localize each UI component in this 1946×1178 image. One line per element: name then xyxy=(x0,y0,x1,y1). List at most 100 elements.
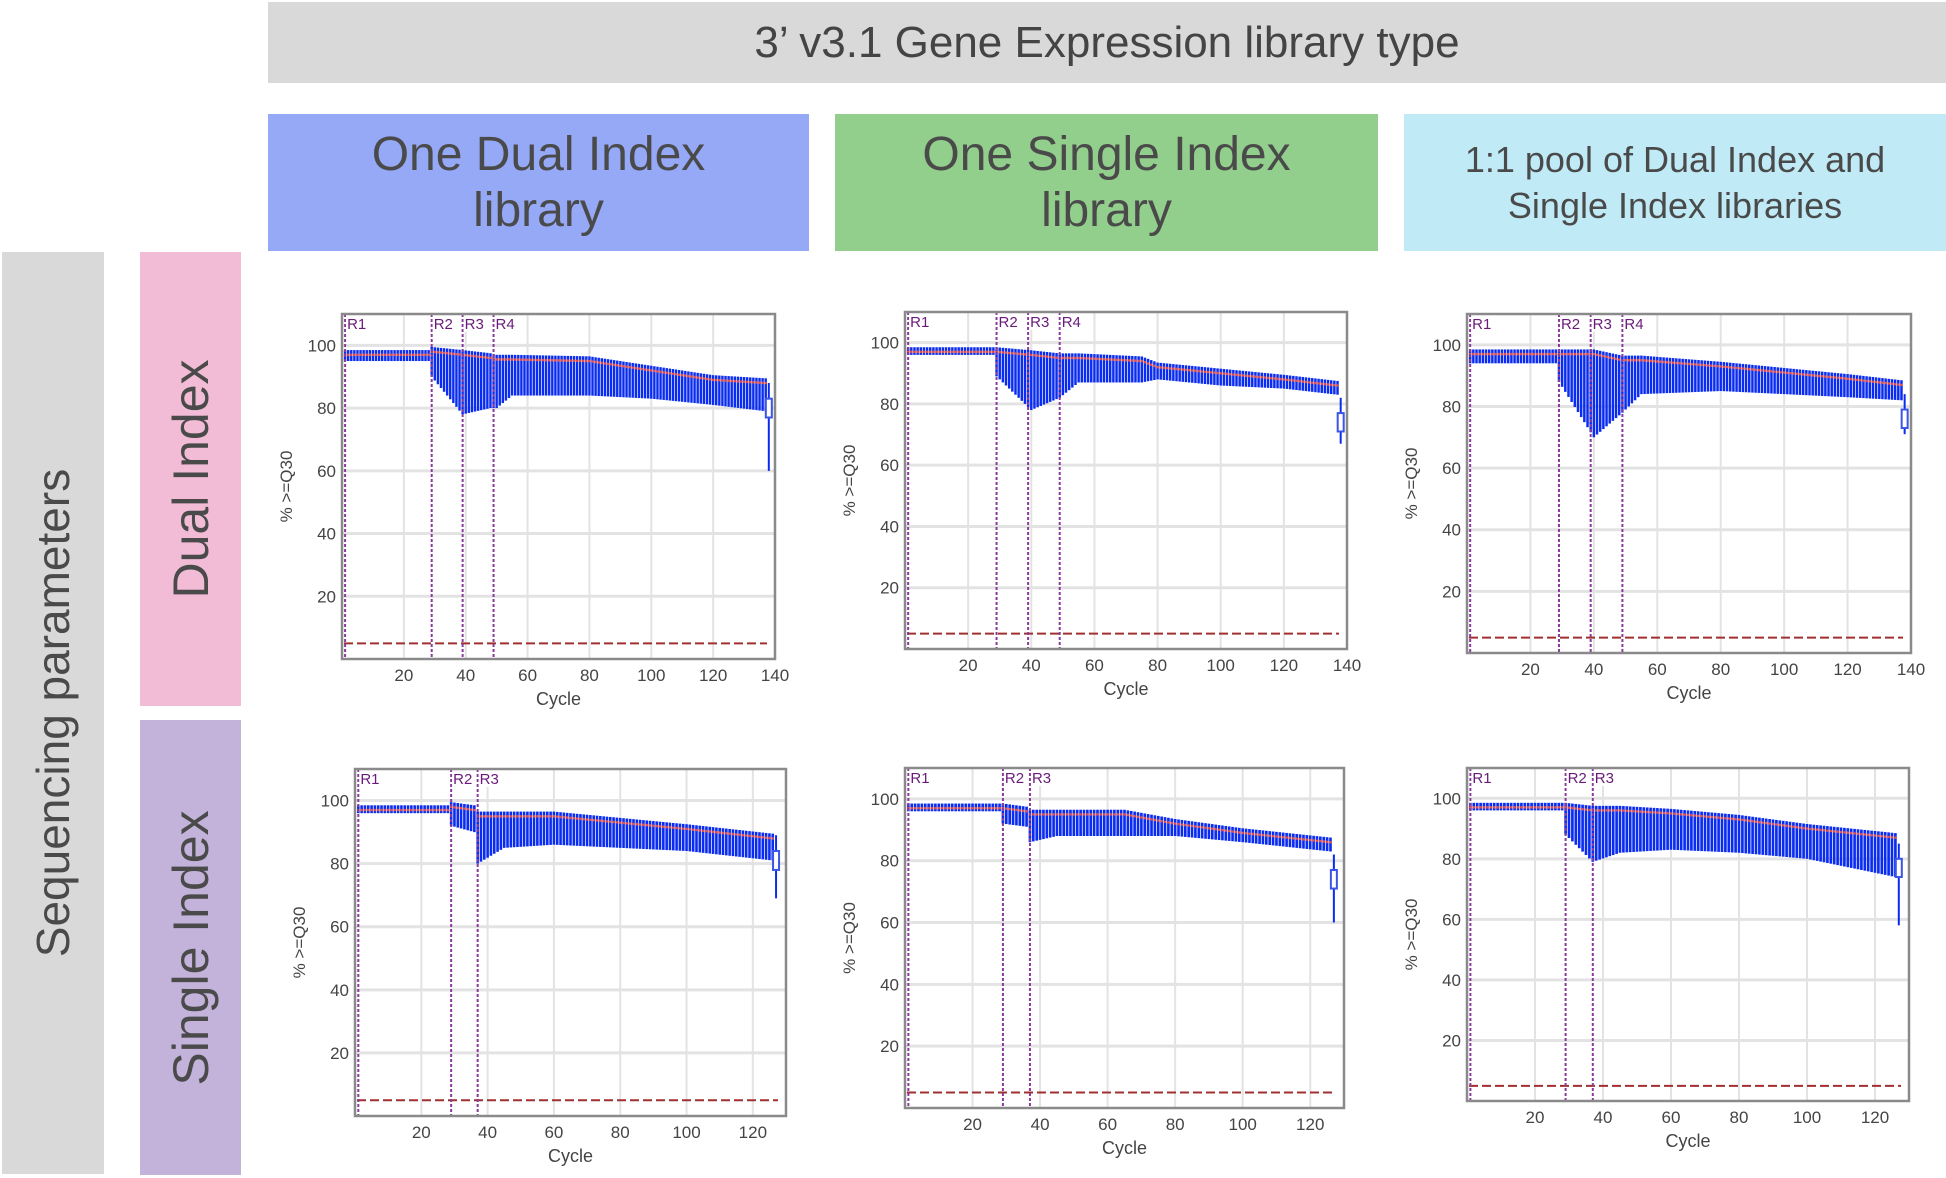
cycle-median xyxy=(473,354,477,358)
cycle-median xyxy=(1671,361,1675,364)
cycle-box xyxy=(582,356,585,396)
cycle-median xyxy=(988,806,991,810)
cycle-median xyxy=(1042,813,1045,816)
cycle-box xyxy=(655,821,658,850)
cycle-median xyxy=(957,806,961,810)
cycle-median xyxy=(668,826,672,829)
cycle-median xyxy=(1576,352,1580,356)
cycle-box xyxy=(529,355,532,396)
cycle-median xyxy=(1744,819,1748,822)
cycle-median xyxy=(1295,837,1299,840)
y-tick-label: 80 xyxy=(880,852,899,871)
cycle-median xyxy=(668,371,672,375)
cycle-median xyxy=(1093,357,1096,361)
cycle-median xyxy=(970,350,973,354)
cycle-median xyxy=(483,815,486,818)
cycle-box xyxy=(1865,376,1868,399)
cycle-median xyxy=(739,380,743,383)
cycle-median xyxy=(1773,370,1776,373)
cycle-box xyxy=(741,830,745,858)
cycle-box xyxy=(466,804,470,831)
cycle-box xyxy=(1883,832,1887,875)
cycle-median xyxy=(1868,379,1872,383)
x-tick-label: 40 xyxy=(456,666,475,685)
cycle-median xyxy=(1118,358,1121,362)
cycle-median xyxy=(1071,356,1074,360)
cycle-box xyxy=(495,354,498,409)
cycle-median xyxy=(699,376,703,380)
y-tick-label: 100 xyxy=(321,792,349,811)
cycle-box xyxy=(599,816,602,847)
cycle-median xyxy=(1319,839,1322,843)
cycle-median xyxy=(377,353,381,357)
cycle-median xyxy=(1119,813,1123,816)
cycle-median xyxy=(1271,834,1275,838)
cycle-box xyxy=(749,377,752,410)
cycle-median xyxy=(1877,834,1880,838)
cycle-median xyxy=(1673,812,1676,816)
cycle-box xyxy=(1814,371,1818,396)
cycle-median xyxy=(1642,810,1646,814)
cycle-median xyxy=(1614,357,1618,361)
cycle-box xyxy=(1271,831,1275,846)
cycle-median xyxy=(555,815,559,818)
x-tick-label: 60 xyxy=(1085,656,1104,675)
cycle-median xyxy=(1209,371,1213,374)
cycle-median xyxy=(538,358,542,362)
cycle-box xyxy=(688,824,692,852)
cycle-box xyxy=(1792,822,1795,858)
cycle-median xyxy=(612,820,615,824)
cycle-median xyxy=(542,815,546,818)
cycle-median xyxy=(1557,806,1561,809)
cycle-box xyxy=(725,828,728,856)
cycle-median xyxy=(492,815,496,818)
cycle-box xyxy=(1747,816,1751,854)
x-axis-label: Cycle xyxy=(1102,1138,1147,1158)
cycle-median xyxy=(536,815,539,818)
region-label-bg xyxy=(1060,313,1083,330)
cycle-box xyxy=(1092,809,1096,836)
cycle-box xyxy=(1614,354,1618,419)
cycle-median xyxy=(730,379,733,383)
cycle-median xyxy=(1676,812,1680,816)
y-tick-label: 60 xyxy=(317,462,336,481)
cycle-box xyxy=(1083,353,1087,383)
cycle-box xyxy=(685,824,688,852)
cycle-median xyxy=(393,353,396,357)
cycle-box xyxy=(1206,367,1210,385)
cycle-median xyxy=(572,816,576,820)
region-label-bg xyxy=(432,315,455,332)
cycle-box xyxy=(761,378,764,411)
cycle-median xyxy=(937,806,941,810)
cycle-box xyxy=(1868,376,1872,399)
cycle-box xyxy=(659,367,662,400)
cycle-median xyxy=(387,353,390,357)
cycle-median xyxy=(684,374,687,377)
cycle-box xyxy=(1254,829,1258,844)
cycle-box xyxy=(602,816,605,848)
cycle-box xyxy=(449,802,453,826)
cycle-box xyxy=(1200,822,1204,839)
cycle-median xyxy=(1652,359,1656,363)
cycle-median xyxy=(1231,830,1234,833)
cycle-median xyxy=(1681,362,1684,365)
cycle-median xyxy=(979,350,983,354)
x-tick-label: 100 xyxy=(672,1123,700,1142)
cycle-box xyxy=(1061,353,1065,396)
y-tick-label: 60 xyxy=(880,914,899,933)
y-tick-label: 80 xyxy=(880,395,899,414)
cycle-box xyxy=(678,823,682,851)
cycle-median xyxy=(1668,361,1672,364)
cycle-median xyxy=(1782,371,1786,374)
cycle-median xyxy=(758,835,761,839)
cycle-box xyxy=(1105,354,1109,383)
cycle-median xyxy=(974,806,978,810)
cycle-median xyxy=(363,808,367,812)
cycle-median xyxy=(1200,826,1204,829)
cycle-box xyxy=(1326,379,1330,394)
cycle-box xyxy=(1598,805,1601,860)
cycle-median xyxy=(665,371,669,375)
cycle-median xyxy=(1547,806,1550,809)
region-label-bg xyxy=(452,770,475,787)
cycle-box xyxy=(1062,809,1066,836)
